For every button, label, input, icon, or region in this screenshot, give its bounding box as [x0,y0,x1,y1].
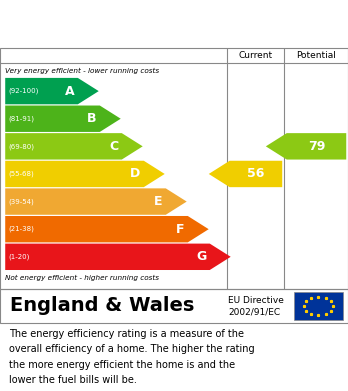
Text: (39-54): (39-54) [9,198,34,205]
Text: England & Wales: England & Wales [10,296,195,316]
Text: G: G [196,250,206,263]
Text: the more energy efficient the home is and the: the more energy efficient the home is an… [9,360,235,369]
Text: D: D [130,167,140,181]
Text: E: E [154,195,162,208]
Text: (1-20): (1-20) [9,253,30,260]
Polygon shape [5,78,99,104]
Text: (55-68): (55-68) [9,171,34,177]
Text: Not energy efficient - higher running costs: Not energy efficient - higher running co… [5,275,159,281]
Text: (69-80): (69-80) [9,143,35,150]
Text: C: C [109,140,118,153]
Polygon shape [209,161,282,187]
Text: 2002/91/EC: 2002/91/EC [228,307,280,316]
Polygon shape [5,188,187,215]
Text: B: B [87,112,96,125]
Polygon shape [5,244,231,270]
Text: 79: 79 [308,140,325,153]
Text: overall efficiency of a home. The higher the rating: overall efficiency of a home. The higher… [9,344,254,355]
Text: 56: 56 [247,167,264,181]
Polygon shape [5,133,143,160]
Text: lower the fuel bills will be.: lower the fuel bills will be. [9,375,136,385]
Text: (21-38): (21-38) [9,226,34,232]
Text: F: F [176,223,184,236]
Polygon shape [266,133,346,160]
Text: Current: Current [238,51,272,60]
Polygon shape [5,161,165,187]
Bar [294,292,343,320]
Text: EU Directive: EU Directive [228,296,284,305]
Text: Potential: Potential [296,51,336,60]
Polygon shape [5,216,209,242]
Text: (92-100): (92-100) [9,88,39,94]
Text: The energy efficiency rating is a measure of the: The energy efficiency rating is a measur… [9,329,244,339]
Text: Very energy efficient - lower running costs: Very energy efficient - lower running co… [5,68,159,74]
Text: (81-91): (81-91) [9,115,35,122]
Text: Energy Efficiency Rating: Energy Efficiency Rating [10,16,220,31]
Polygon shape [5,106,121,132]
Text: A: A [65,84,74,98]
